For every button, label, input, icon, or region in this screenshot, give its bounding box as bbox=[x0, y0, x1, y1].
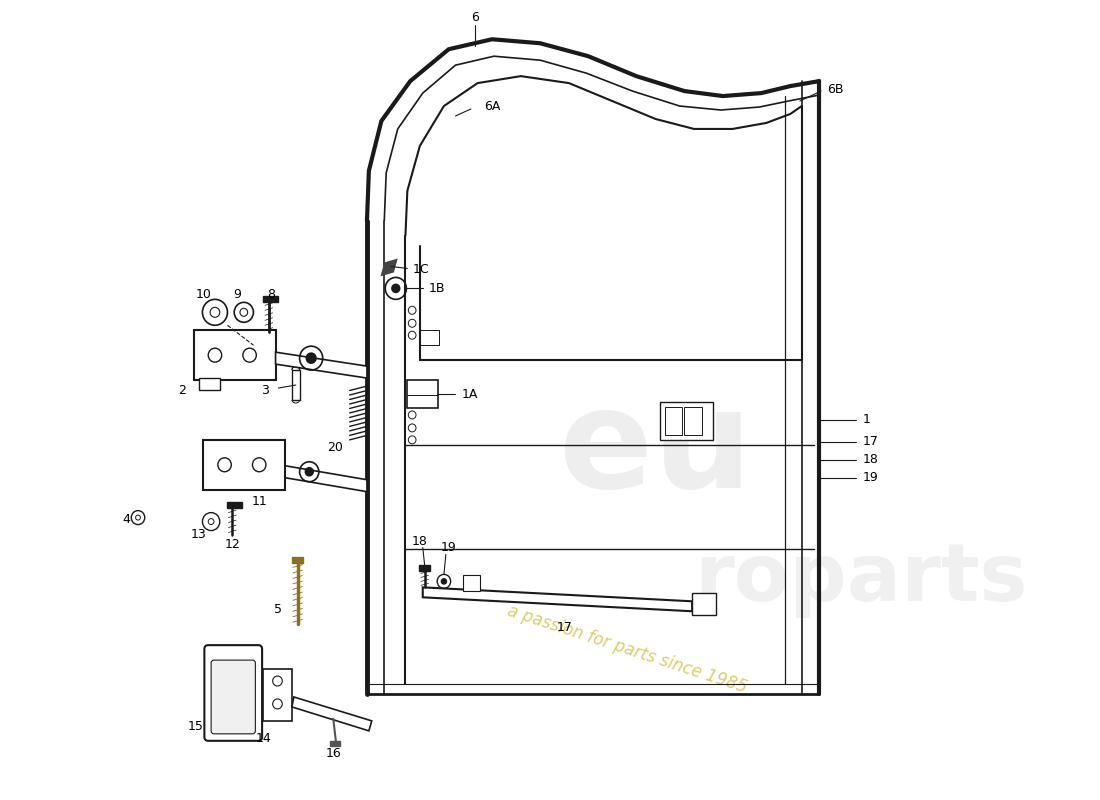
Text: 1C: 1C bbox=[414, 263, 430, 276]
Text: 15: 15 bbox=[188, 720, 204, 734]
Bar bbox=[204, 440, 285, 490]
Bar bbox=[692, 594, 716, 615]
FancyBboxPatch shape bbox=[205, 645, 262, 741]
Bar bbox=[194, 330, 276, 380]
Text: 1B: 1B bbox=[429, 282, 446, 295]
Text: 10: 10 bbox=[196, 288, 211, 301]
Text: 4: 4 bbox=[122, 513, 131, 526]
Bar bbox=[292, 370, 299, 400]
Text: 12: 12 bbox=[224, 538, 240, 551]
Polygon shape bbox=[263, 296, 278, 302]
Bar bbox=[199, 378, 220, 390]
Text: 16: 16 bbox=[326, 747, 341, 760]
Text: 20: 20 bbox=[327, 442, 343, 454]
Text: 18: 18 bbox=[411, 535, 428, 548]
Bar bbox=[666, 407, 682, 435]
Bar bbox=[660, 402, 713, 440]
Polygon shape bbox=[381, 258, 398, 277]
Polygon shape bbox=[419, 566, 430, 571]
Text: 13: 13 bbox=[190, 528, 207, 541]
Polygon shape bbox=[227, 502, 242, 508]
Polygon shape bbox=[330, 741, 340, 746]
Text: 8: 8 bbox=[267, 288, 275, 301]
Text: 11: 11 bbox=[251, 495, 267, 508]
Text: 1: 1 bbox=[862, 414, 870, 426]
Circle shape bbox=[306, 353, 316, 363]
Text: 6A: 6A bbox=[484, 99, 500, 113]
Text: 17: 17 bbox=[557, 621, 572, 634]
Text: a passion for parts since 1985: a passion for parts since 1985 bbox=[505, 602, 749, 697]
Text: 5: 5 bbox=[274, 602, 283, 616]
Text: 19: 19 bbox=[441, 541, 456, 554]
Text: 2: 2 bbox=[178, 383, 186, 397]
Bar bbox=[463, 575, 481, 591]
Polygon shape bbox=[276, 352, 367, 378]
Circle shape bbox=[392, 285, 399, 292]
Polygon shape bbox=[292, 558, 304, 563]
Text: eu: eu bbox=[560, 382, 752, 518]
Bar bbox=[684, 407, 702, 435]
Text: 9: 9 bbox=[233, 288, 241, 301]
Polygon shape bbox=[292, 697, 372, 731]
FancyBboxPatch shape bbox=[211, 660, 255, 734]
Text: 18: 18 bbox=[862, 454, 878, 466]
Text: 14: 14 bbox=[255, 732, 271, 746]
Text: 3: 3 bbox=[261, 383, 268, 397]
Text: 6B: 6B bbox=[827, 82, 844, 95]
Text: 6: 6 bbox=[471, 11, 478, 24]
Text: 17: 17 bbox=[862, 435, 878, 448]
Bar bbox=[263, 669, 292, 721]
Text: roparts: roparts bbox=[694, 540, 1027, 618]
Text: 19: 19 bbox=[862, 471, 878, 484]
Polygon shape bbox=[285, 466, 367, 492]
Circle shape bbox=[441, 579, 447, 584]
Text: 1A: 1A bbox=[461, 387, 477, 401]
Polygon shape bbox=[422, 587, 692, 611]
Bar bbox=[407, 380, 438, 408]
Circle shape bbox=[306, 468, 313, 476]
